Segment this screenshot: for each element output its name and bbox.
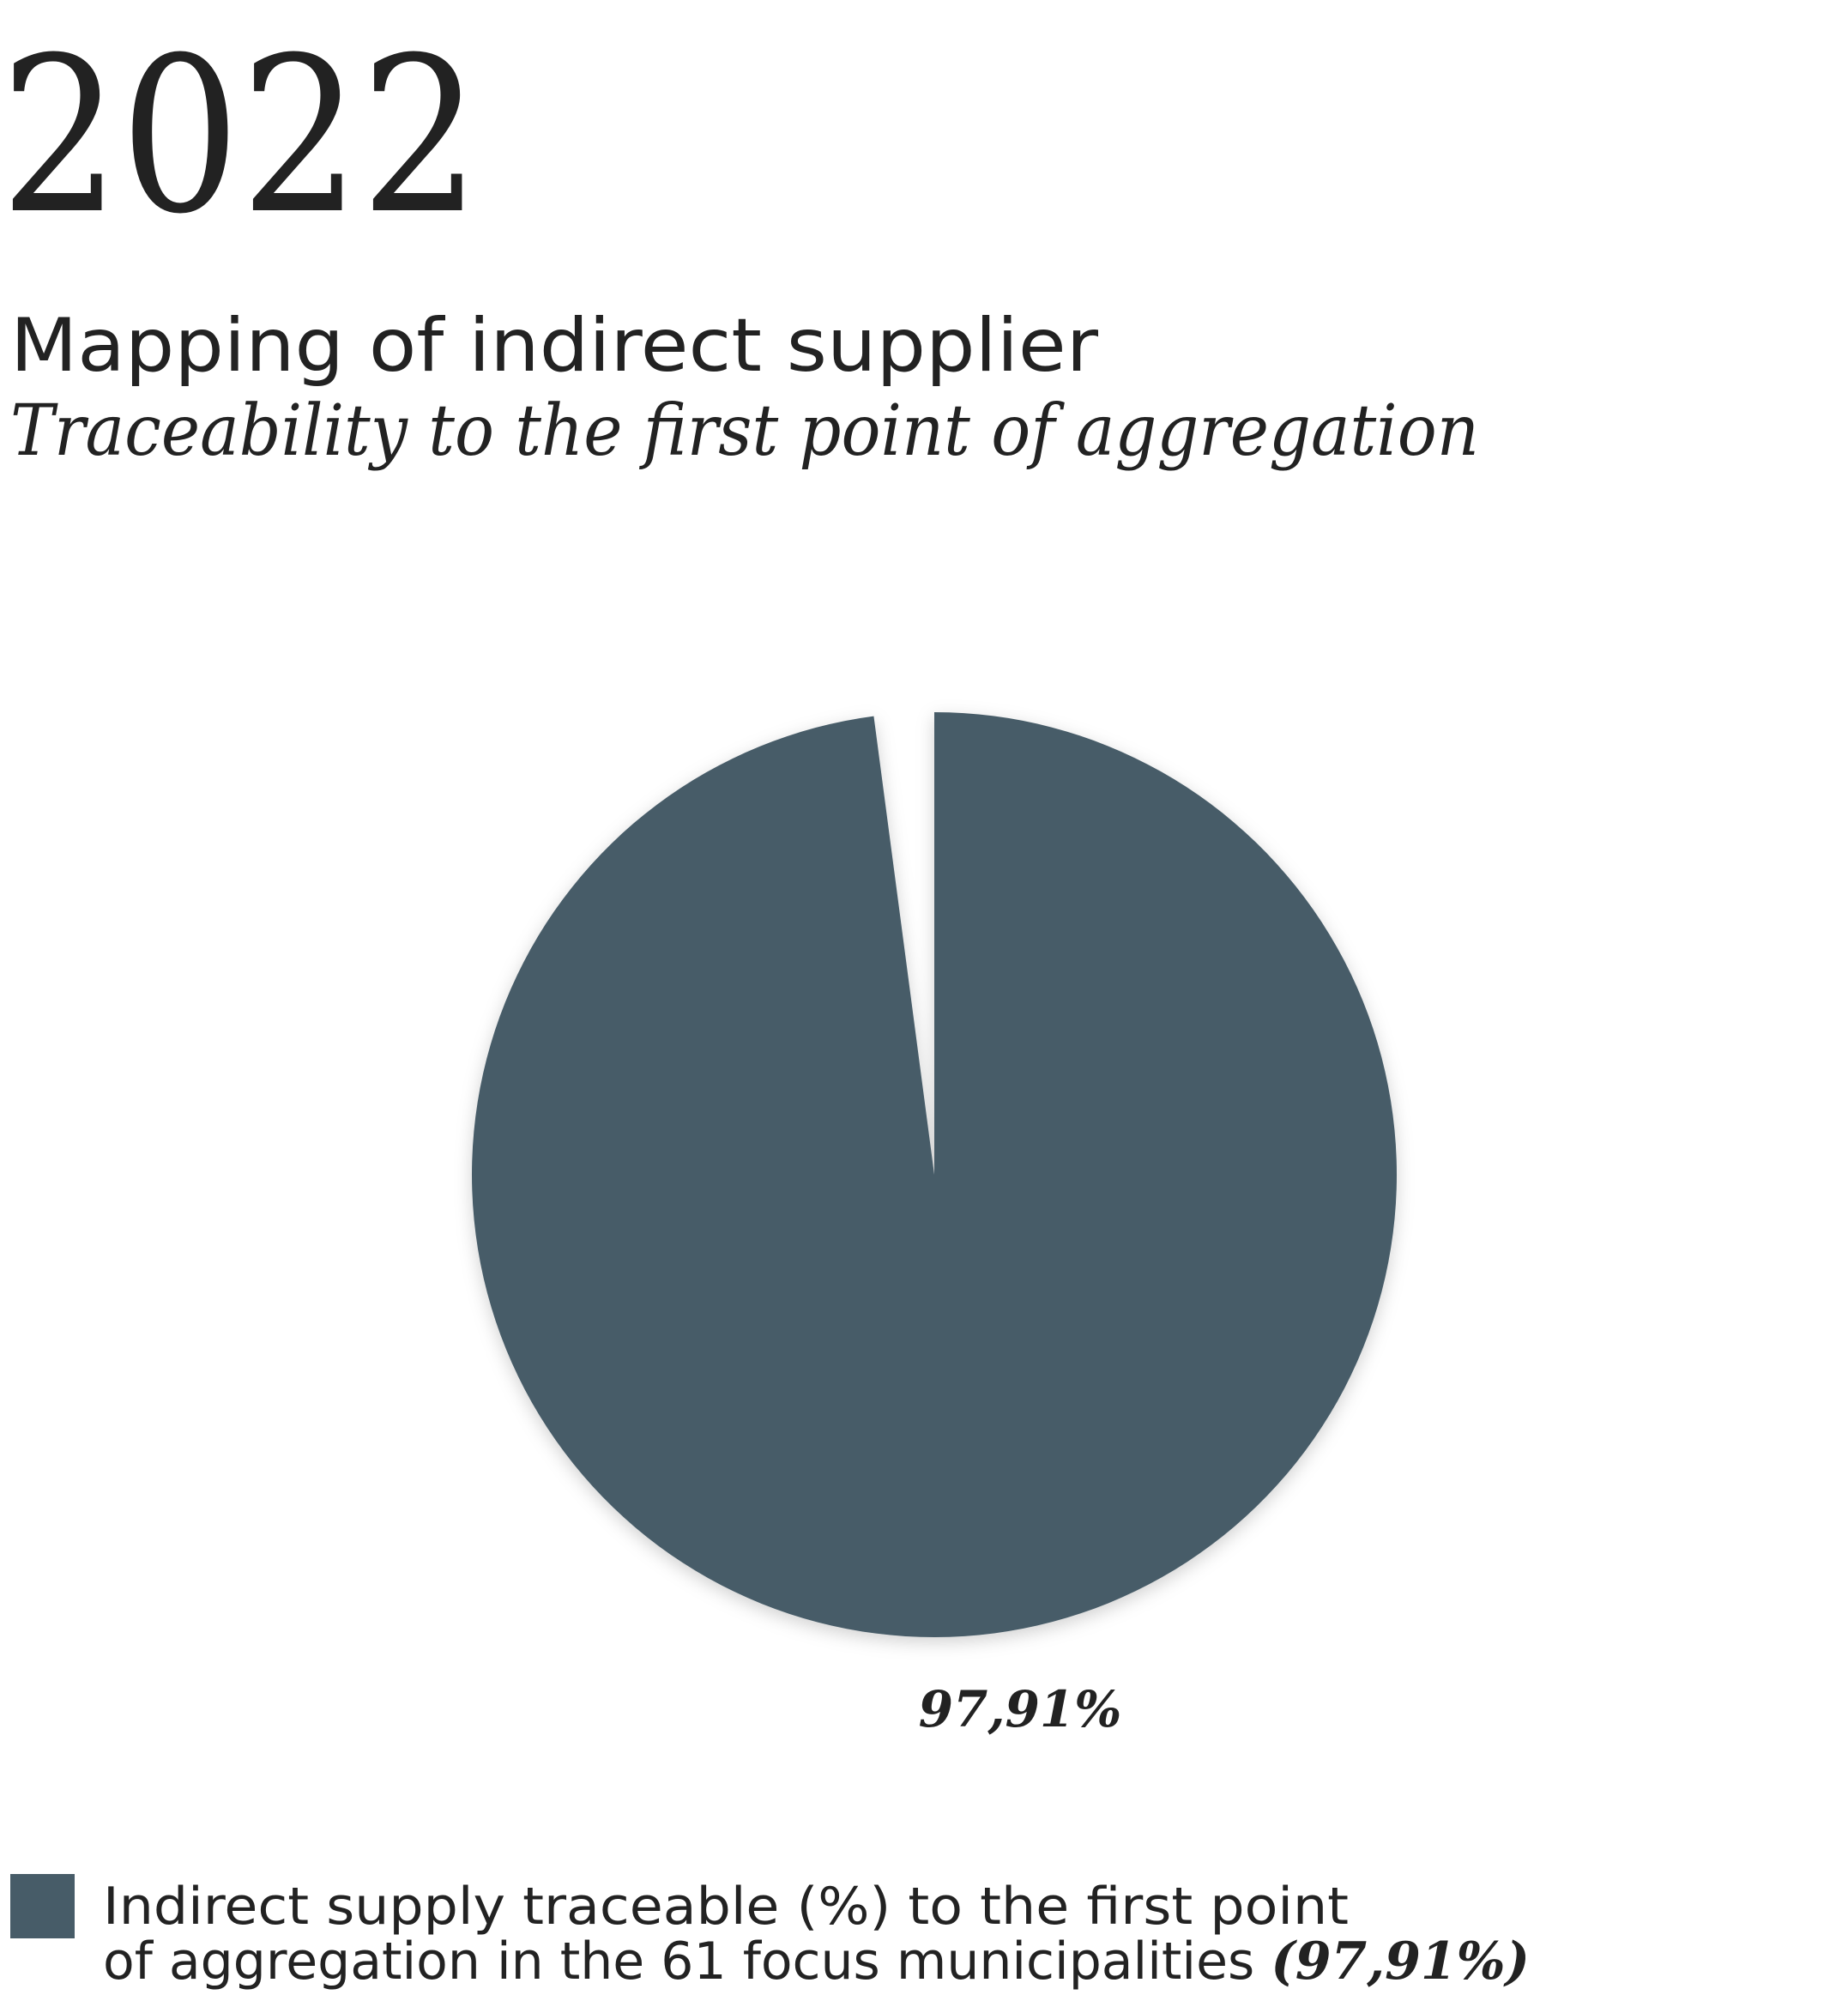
pie: [472, 712, 1398, 1638]
legend-text: of aggregation in the 61 focus municipal…: [103, 1932, 1530, 1992]
chart-caption: Traceability to the first point of aggre…: [10, 390, 1479, 472]
legend-swatch: [10, 1874, 75, 1938]
legend-text-line: of aggregation in the 61 focus municipal…: [103, 1932, 1254, 1992]
chart-title: 2022: [0, 11, 480, 261]
value-label: 97,91%: [919, 1680, 1122, 1738]
legend-text: Indirect supply traceable (%) to the fir…: [103, 1877, 1349, 1937]
chart-subtitle: Mapping of indirect supplier: [10, 303, 1099, 389]
legend-value: (97,91%): [1271, 1932, 1530, 1992]
pie-slice: [472, 712, 1398, 1638]
